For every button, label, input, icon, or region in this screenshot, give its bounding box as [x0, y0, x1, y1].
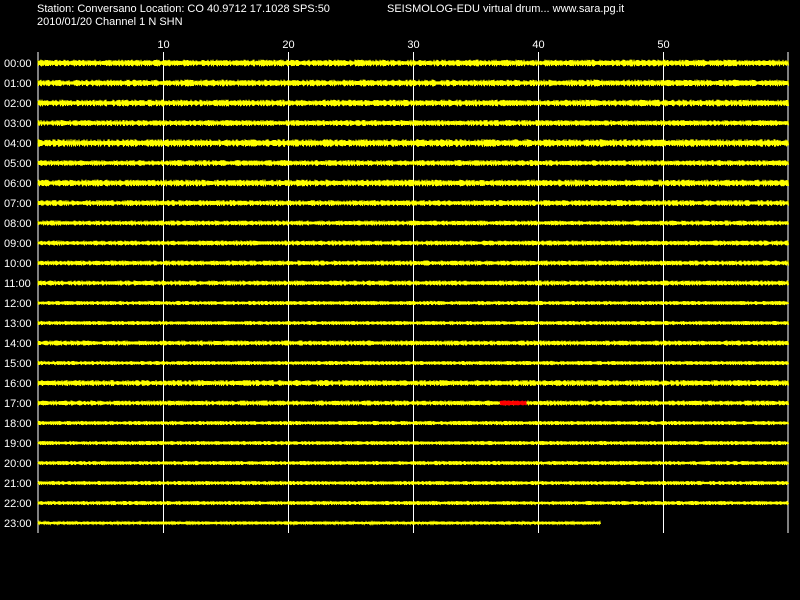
- trace-2100: [37, 480, 789, 486]
- date-channel-info: 2010/01/20 Channel 1 N SHN: [37, 16, 183, 28]
- hour-label: 03:00: [4, 118, 32, 130]
- trace-1400: [37, 340, 789, 346]
- x-tick-label: 40: [532, 39, 544, 51]
- hour-label: 20:00: [4, 458, 32, 470]
- hour-label: 11:00: [4, 278, 31, 290]
- hour-label: 08:00: [4, 218, 32, 230]
- station-info: Station: Conversano Location: CO 40.9712…: [37, 3, 330, 15]
- hour-label: 10:00: [4, 258, 32, 270]
- hour-label: 13:00: [4, 318, 32, 330]
- trace-0200: [37, 99, 789, 107]
- hour-label: 23:00: [4, 518, 32, 530]
- trace-1300: [37, 320, 789, 326]
- trace-1000: [37, 260, 789, 266]
- hour-label: 09:00: [4, 238, 32, 250]
- event-marker: [499, 400, 527, 406]
- trace-0400: [37, 139, 789, 147]
- hour-label: 01:00: [4, 78, 32, 90]
- trace-1600: [37, 380, 789, 386]
- hour-label: 18:00: [4, 418, 32, 430]
- hour-label: 15:00: [4, 358, 32, 370]
- x-tick-label: 20: [282, 39, 294, 51]
- trace-0600: [37, 179, 789, 187]
- trace-2300: [37, 520, 601, 526]
- x-tick-label: 30: [407, 39, 419, 51]
- x-tick-label: 10: [157, 39, 169, 51]
- trace-2200: [37, 500, 789, 506]
- hour-label: 04:00: [4, 138, 32, 150]
- trace-2000: [37, 460, 789, 466]
- trace-0800: [37, 220, 789, 226]
- trace-1800: [37, 420, 789, 426]
- hour-label: 16:00: [4, 378, 32, 390]
- hour-label: 14:00: [4, 338, 32, 350]
- hour-label: 07:00: [4, 198, 32, 210]
- hour-label: 05:00: [4, 158, 32, 170]
- trace-1500: [37, 360, 789, 366]
- hour-label: 00:00: [4, 58, 32, 70]
- minute-tick-labels: 10 20 30 40 50: [157, 39, 669, 51]
- product-title: SEISMOLOG-EDU virtual drum... www.sara.p…: [387, 3, 625, 15]
- hour-label: 22:00: [4, 498, 32, 510]
- traces: [37, 59, 789, 526]
- trace-1200: [37, 300, 789, 306]
- hour-label: 02:00: [4, 98, 32, 110]
- hour-label: 21:00: [4, 478, 32, 490]
- trace-0900: [37, 240, 789, 246]
- trace-0500: [37, 160, 789, 166]
- trace-0700: [37, 200, 789, 206]
- events: [499, 400, 527, 406]
- minute-grid: [37, 52, 789, 533]
- trace-1100: [37, 280, 789, 286]
- trace-1900: [37, 440, 789, 446]
- hour-label: 17:00: [4, 398, 32, 410]
- hour-label: 19:00: [4, 438, 32, 450]
- x-tick-label: 50: [657, 39, 669, 51]
- trace-0100: [37, 79, 789, 87]
- trace-0000: [37, 59, 789, 67]
- trace-0300: [37, 120, 789, 126]
- hour-labels: 00:00 01:00 02:00 03:00 04:00 05:00 06:00 07:00…: [4, 58, 32, 530]
- hour-label: 12:00: [4, 298, 32, 310]
- trace-1700: [37, 400, 789, 406]
- hour-label: 06:00: [4, 178, 32, 190]
